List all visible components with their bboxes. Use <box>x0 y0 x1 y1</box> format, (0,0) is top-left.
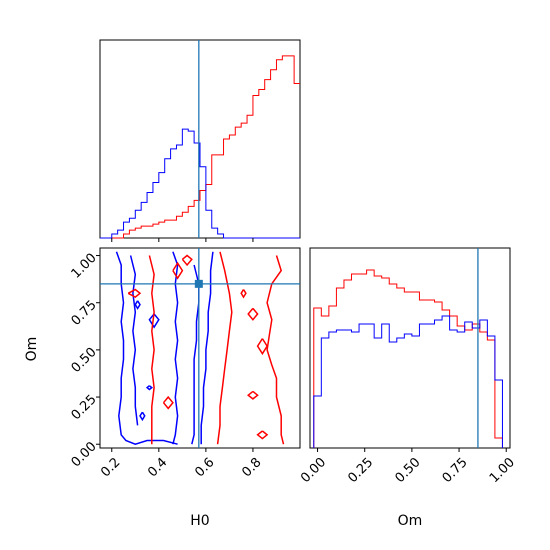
contour-blue-6 <box>134 300 141 310</box>
tick-label-h0: 0.8 <box>239 455 264 480</box>
histogram-step-blue <box>100 128 300 239</box>
tick-label-h0: 0.2 <box>98 455 123 480</box>
tick-label-om-x: 0.50 <box>392 455 423 486</box>
tick-label-om-y: 1.00 <box>69 251 100 282</box>
om-histogram <box>313 248 503 448</box>
truth-marker <box>194 279 203 288</box>
om-histogram-frame <box>309 247 511 449</box>
histogram-step-blue <box>313 315 503 448</box>
contour-blue-3 <box>191 264 200 445</box>
tick-label-om-y: 0.50 <box>69 345 100 376</box>
axes-ticks: 0.2 0.4 0.6 0.8 0.00 0.25 0.50 0.75 1.00 0.00 0.25… <box>69 238 518 486</box>
contour-red-0 <box>127 288 142 298</box>
contour-blue-7 <box>145 385 154 391</box>
contour-blue-8 <box>139 411 146 422</box>
tick-label-h0: 0.4 <box>145 455 170 480</box>
tick-label-om-y: 0.75 <box>69 298 100 329</box>
contour-blue-5 <box>148 313 160 329</box>
x-axis-label-h0: H0 <box>190 513 209 529</box>
tick-label-om-x: 0.75 <box>440 455 471 486</box>
contour-red-2 <box>172 261 184 280</box>
contour-red-8 <box>247 307 259 321</box>
h0-histogram <box>100 40 300 239</box>
tick-label-om-x: 0.25 <box>345 455 376 486</box>
contour-red-3 <box>181 254 193 267</box>
contour-red-7 <box>240 289 247 299</box>
contour-red-1 <box>148 255 155 445</box>
tick-label-om-y: 0.00 <box>69 439 100 470</box>
contour-red-4 <box>162 395 174 410</box>
tick-label-om-x: 1.00 <box>487 455 518 486</box>
contour-blue-2 <box>172 251 179 445</box>
y-axis-label-om: Om <box>24 337 40 362</box>
h0-histogram-frame <box>99 39 301 239</box>
contour-blue-1 <box>129 255 139 426</box>
contour-panel-frame <box>99 247 301 449</box>
tick-label-om-y: 0.25 <box>69 392 100 423</box>
contour-blue-0 <box>115 251 178 445</box>
contour-red-9 <box>256 338 268 356</box>
histogram-step-red <box>313 269 503 448</box>
contour-blue-4 <box>200 251 214 445</box>
contour-red-10 <box>246 390 259 400</box>
contour-red-5 <box>216 251 233 445</box>
tick-label-h0: 0.6 <box>192 455 217 480</box>
tick-label-om-x: 0.00 <box>298 455 329 486</box>
h0-om-contours <box>100 248 300 448</box>
contour-red-11 <box>256 430 269 440</box>
x-axis-label-om: Om <box>398 513 423 529</box>
